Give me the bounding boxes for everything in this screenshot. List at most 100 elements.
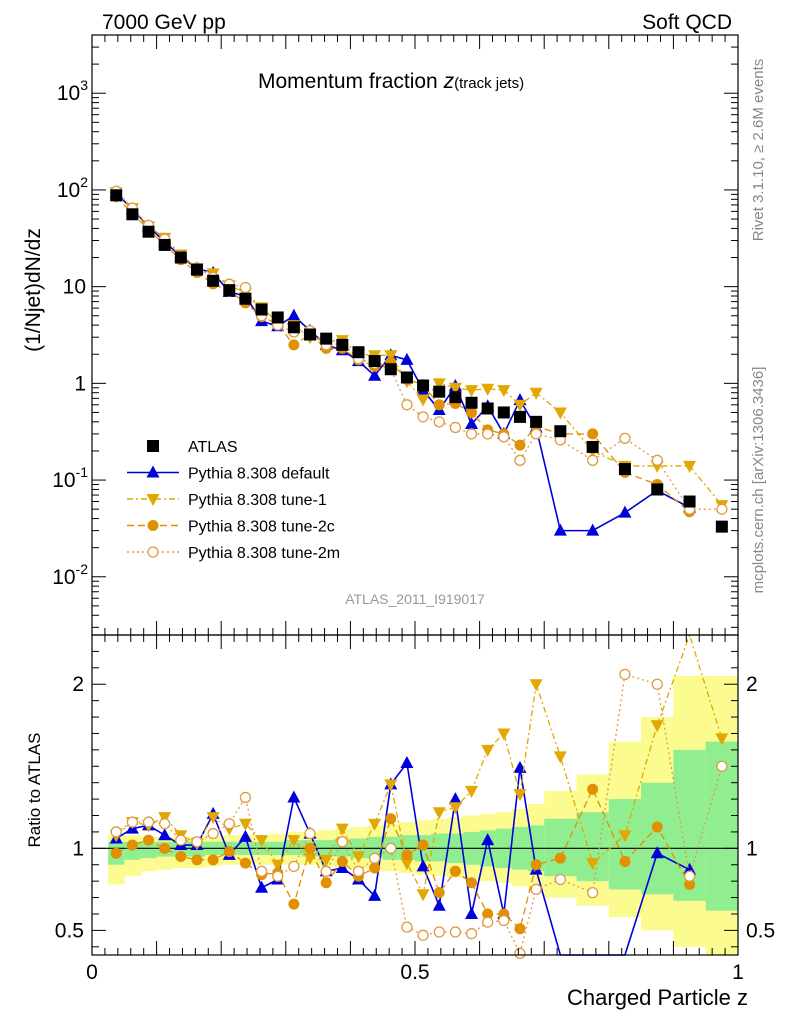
data-point xyxy=(238,818,252,831)
data-point xyxy=(416,889,430,902)
x-tick-label: 0.5 xyxy=(400,961,429,984)
data-point xyxy=(126,839,138,851)
data-point xyxy=(110,826,122,838)
data-point xyxy=(368,818,382,831)
data-point xyxy=(255,880,269,893)
data-point xyxy=(715,520,728,533)
data-point xyxy=(465,385,479,398)
data-point xyxy=(320,865,332,877)
data-point xyxy=(683,870,696,882)
data-point xyxy=(417,929,429,941)
data-point xyxy=(239,292,252,305)
data-point xyxy=(417,839,429,851)
data-point xyxy=(271,311,284,324)
data-point xyxy=(191,854,203,866)
series-line xyxy=(115,191,723,506)
data-point xyxy=(335,823,349,836)
band-green-bin xyxy=(431,833,448,862)
data-point xyxy=(586,440,599,453)
data-point xyxy=(206,812,220,825)
data-point xyxy=(385,813,397,825)
data-point xyxy=(433,887,445,899)
x-tick-label: 0 xyxy=(86,961,98,984)
data-point xyxy=(110,189,123,202)
data-point xyxy=(553,407,567,420)
data-point xyxy=(401,399,413,411)
data-point xyxy=(651,678,663,690)
data-point xyxy=(432,898,446,911)
data-point xyxy=(207,274,220,287)
data-point xyxy=(716,760,728,772)
data-point xyxy=(683,460,697,473)
data-series xyxy=(109,185,729,960)
data-point xyxy=(587,428,599,440)
data-point xyxy=(651,483,664,496)
data-point xyxy=(159,818,171,830)
data-point xyxy=(684,878,696,890)
data-point xyxy=(513,399,527,412)
data-point xyxy=(320,877,332,889)
data-point xyxy=(449,421,462,434)
y-tick-label: 10-2 xyxy=(52,561,88,589)
band-green-bin xyxy=(641,782,674,895)
legend-label: Pythia 8.308 tune-2c xyxy=(188,519,335,536)
data-point xyxy=(288,898,300,910)
ratio-series-default xyxy=(109,756,697,956)
data-point xyxy=(586,858,600,871)
data-point xyxy=(223,284,236,297)
data-point xyxy=(368,888,382,901)
data-point xyxy=(481,833,495,846)
ratio-y-tick-label: 1 xyxy=(746,837,758,860)
data-point xyxy=(287,308,301,321)
band-green-bin xyxy=(576,812,610,882)
ratio-axis-label: Ratio to ATLAS xyxy=(25,733,44,848)
data-point xyxy=(175,851,187,863)
data-point xyxy=(513,410,526,423)
data-point xyxy=(651,821,663,833)
x-tick-label: 1 xyxy=(732,961,744,984)
data-point xyxy=(587,454,599,466)
legend-marker xyxy=(147,520,159,531)
y-tick-label: 102 xyxy=(57,174,88,202)
data-point xyxy=(126,816,139,828)
data-point xyxy=(448,792,462,805)
data-point xyxy=(336,836,348,848)
data-point xyxy=(715,733,729,746)
data-point xyxy=(716,503,728,515)
data-point xyxy=(287,321,300,334)
data-point xyxy=(514,439,526,451)
data-point xyxy=(618,463,631,476)
data-point xyxy=(554,873,566,886)
data-point xyxy=(336,855,348,867)
data-point xyxy=(448,382,462,395)
data-point xyxy=(110,847,122,859)
data-point xyxy=(400,371,413,384)
data-point xyxy=(351,851,365,864)
data-point xyxy=(619,432,631,444)
data-point xyxy=(619,668,631,681)
data-point xyxy=(271,859,285,872)
header-left: 7000 GeV pp xyxy=(102,11,226,34)
y-tick-label: 10 xyxy=(63,276,86,299)
data-point xyxy=(400,858,414,871)
data-point xyxy=(255,865,268,877)
data-point xyxy=(417,379,430,392)
ratio-y-tick-label: 0.5 xyxy=(55,919,84,942)
x-axis-label: Charged Particle z xyxy=(567,985,748,1010)
data-point xyxy=(433,399,445,411)
data-point xyxy=(554,425,567,438)
data-point xyxy=(255,303,268,316)
data-point xyxy=(482,908,494,920)
data-point xyxy=(530,428,542,440)
ratio-uncertainty-bands xyxy=(108,676,739,955)
data-point xyxy=(650,720,664,733)
data-point xyxy=(255,835,269,848)
data-point xyxy=(142,225,155,238)
rivet-version-label: Rivet 3.1.10, ≥ 2.6M events xyxy=(750,59,767,242)
data-point xyxy=(207,854,219,866)
header-right: Soft QCD xyxy=(642,11,732,34)
data-point xyxy=(352,865,365,877)
data-point xyxy=(513,789,527,802)
